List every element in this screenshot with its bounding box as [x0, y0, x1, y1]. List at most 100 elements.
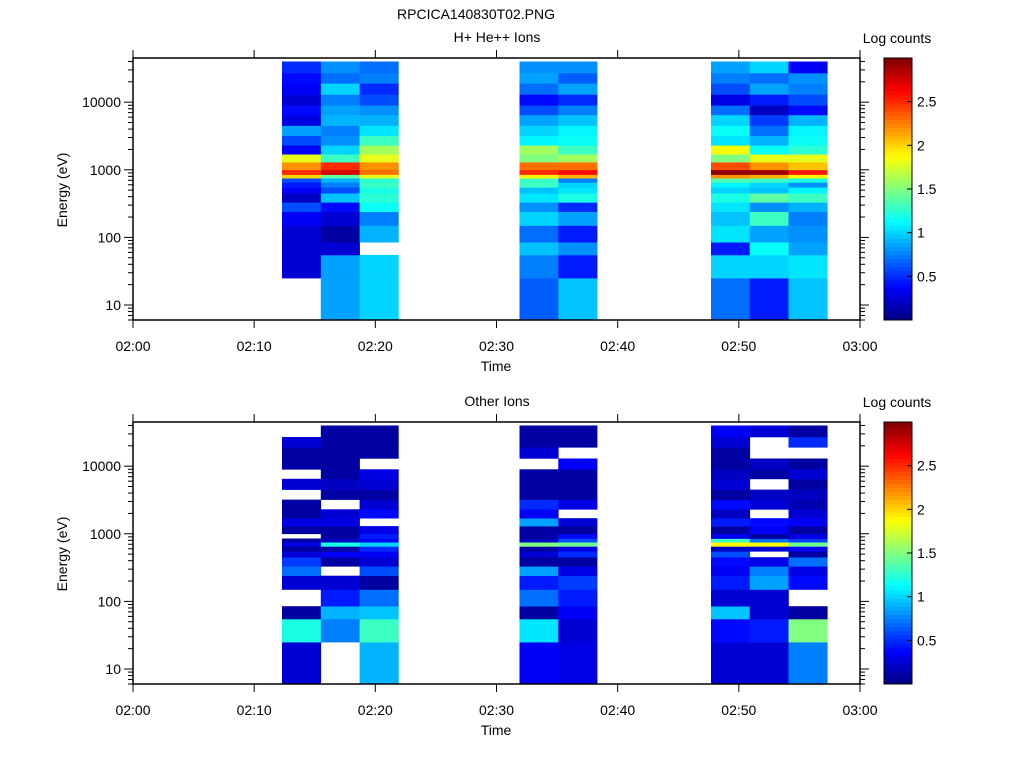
y-axis-label: Energy (eV) — [54, 153, 70, 228]
colorbar-segment — [884, 622, 912, 628]
colorbar-segment — [884, 299, 912, 305]
heatmap-cell — [282, 125, 322, 136]
colorbar-segment — [884, 74, 912, 79]
heatmap-cell — [359, 145, 399, 155]
heatmap-cell — [359, 566, 399, 576]
y-tick-label: 1000 — [90, 526, 121, 542]
heatmap-cell — [320, 526, 360, 535]
heatmap-cell — [711, 169, 751, 175]
heatmap-cell — [558, 114, 598, 126]
colorbar-segment — [884, 279, 912, 284]
heatmap-cell — [282, 182, 322, 188]
heatmap-cell — [519, 447, 559, 459]
heatmap-cell — [788, 135, 828, 146]
colorbar-segment — [884, 315, 912, 321]
heatmap-cell — [711, 546, 751, 552]
heatmap-cell — [282, 618, 322, 643]
heatmap-cell — [788, 489, 828, 500]
heatmap-cell — [282, 551, 322, 558]
colorbar-segment — [884, 606, 912, 611]
heatmap-cell — [519, 542, 559, 547]
heatmap-cell — [711, 105, 751, 116]
colorbar-segment — [884, 422, 912, 427]
colorbar-segment — [884, 58, 912, 63]
colorbar-segment — [884, 475, 912, 480]
heatmap-cell — [711, 242, 751, 256]
heatmap-cell — [788, 162, 828, 171]
panel-title: H+ He++ Ions — [454, 29, 541, 45]
colorbar-segment — [884, 483, 912, 488]
heatmap-cell — [558, 533, 598, 539]
heatmap-cell — [749, 642, 789, 685]
colorbar-tick-label: 2.5 — [917, 94, 937, 110]
colorbar-segment — [884, 634, 912, 640]
heatmap-cell — [359, 61, 399, 74]
heatmap-cell — [711, 61, 751, 74]
colorbar-segment — [884, 184, 912, 190]
colorbar-segment — [884, 164, 912, 170]
heatmap-cell — [519, 169, 559, 175]
heatmap-cell — [749, 589, 789, 607]
heatmap-cell — [320, 135, 360, 146]
heatmap-cell — [558, 546, 598, 552]
heatmap-cell — [320, 202, 360, 212]
heatmap-cell — [519, 125, 559, 136]
heatmap-cell — [749, 278, 789, 321]
colorbar-segment — [884, 614, 912, 619]
heatmap-cell — [711, 447, 751, 459]
heatmap-cells — [282, 425, 828, 685]
heatmap-cell — [519, 225, 559, 243]
colorbar-segment — [884, 499, 912, 505]
colorbar-segment — [884, 82, 912, 88]
heatmap-cell — [320, 242, 360, 256]
colorbar-segment — [884, 548, 912, 554]
heatmap-cell — [320, 538, 360, 543]
x-tick-label: 02:20 — [358, 338, 393, 354]
heatmap-cell — [788, 202, 828, 212]
heatmap-cell — [749, 425, 789, 438]
heatmap-cell — [558, 202, 598, 212]
heatmap-cell — [788, 278, 828, 321]
heatmap-cell — [359, 193, 399, 203]
heatmap-cell — [282, 509, 322, 519]
colorbar-tick-label: 1.5 — [917, 181, 937, 197]
colorbar-segment — [884, 225, 912, 231]
heatmap-cell — [519, 193, 559, 203]
colorbar-segment — [884, 197, 912, 202]
colorbar-segment — [884, 143, 912, 149]
heatmap-cell — [320, 211, 360, 226]
heatmap-cell — [282, 606, 322, 620]
colorbar-segment — [884, 217, 912, 223]
heatmap-cell — [282, 145, 322, 155]
heatmap-cell — [519, 135, 559, 146]
colorbar-segment — [884, 553, 912, 558]
heatmap-cell — [519, 278, 559, 321]
heatmap-cell — [788, 225, 828, 243]
colorbar-segment — [884, 675, 912, 681]
heatmap-cell — [282, 193, 322, 203]
heatmap-cell — [519, 509, 559, 519]
colorbar-segment — [884, 462, 912, 468]
y-tick-label: 100 — [98, 229, 122, 245]
heatmap-cell — [749, 533, 789, 539]
colorbar-segment — [884, 201, 912, 206]
heatmap-cell — [711, 187, 751, 194]
colorbar-segment — [884, 438, 912, 443]
colorbar-segment — [884, 250, 912, 255]
heatmap-cell — [711, 162, 751, 171]
heatmap-cell — [711, 154, 751, 163]
heatmap-cell — [282, 538, 322, 543]
heatmap-cell — [359, 589, 399, 607]
heatmap-cell — [788, 154, 828, 163]
colorbar-segment — [884, 266, 912, 272]
heatmap-cell — [320, 618, 360, 643]
heatmap-cell — [711, 618, 751, 643]
colorbar-segment — [884, 168, 912, 174]
heatmap-cell — [320, 533, 360, 539]
colorbar-segment — [884, 647, 912, 652]
heatmap-cell — [359, 437, 399, 448]
heatmap-cell — [359, 278, 399, 321]
colorbar-segment — [884, 148, 912, 153]
colorbar-segment — [884, 287, 912, 292]
y-tick-label: 1000 — [90, 162, 121, 178]
